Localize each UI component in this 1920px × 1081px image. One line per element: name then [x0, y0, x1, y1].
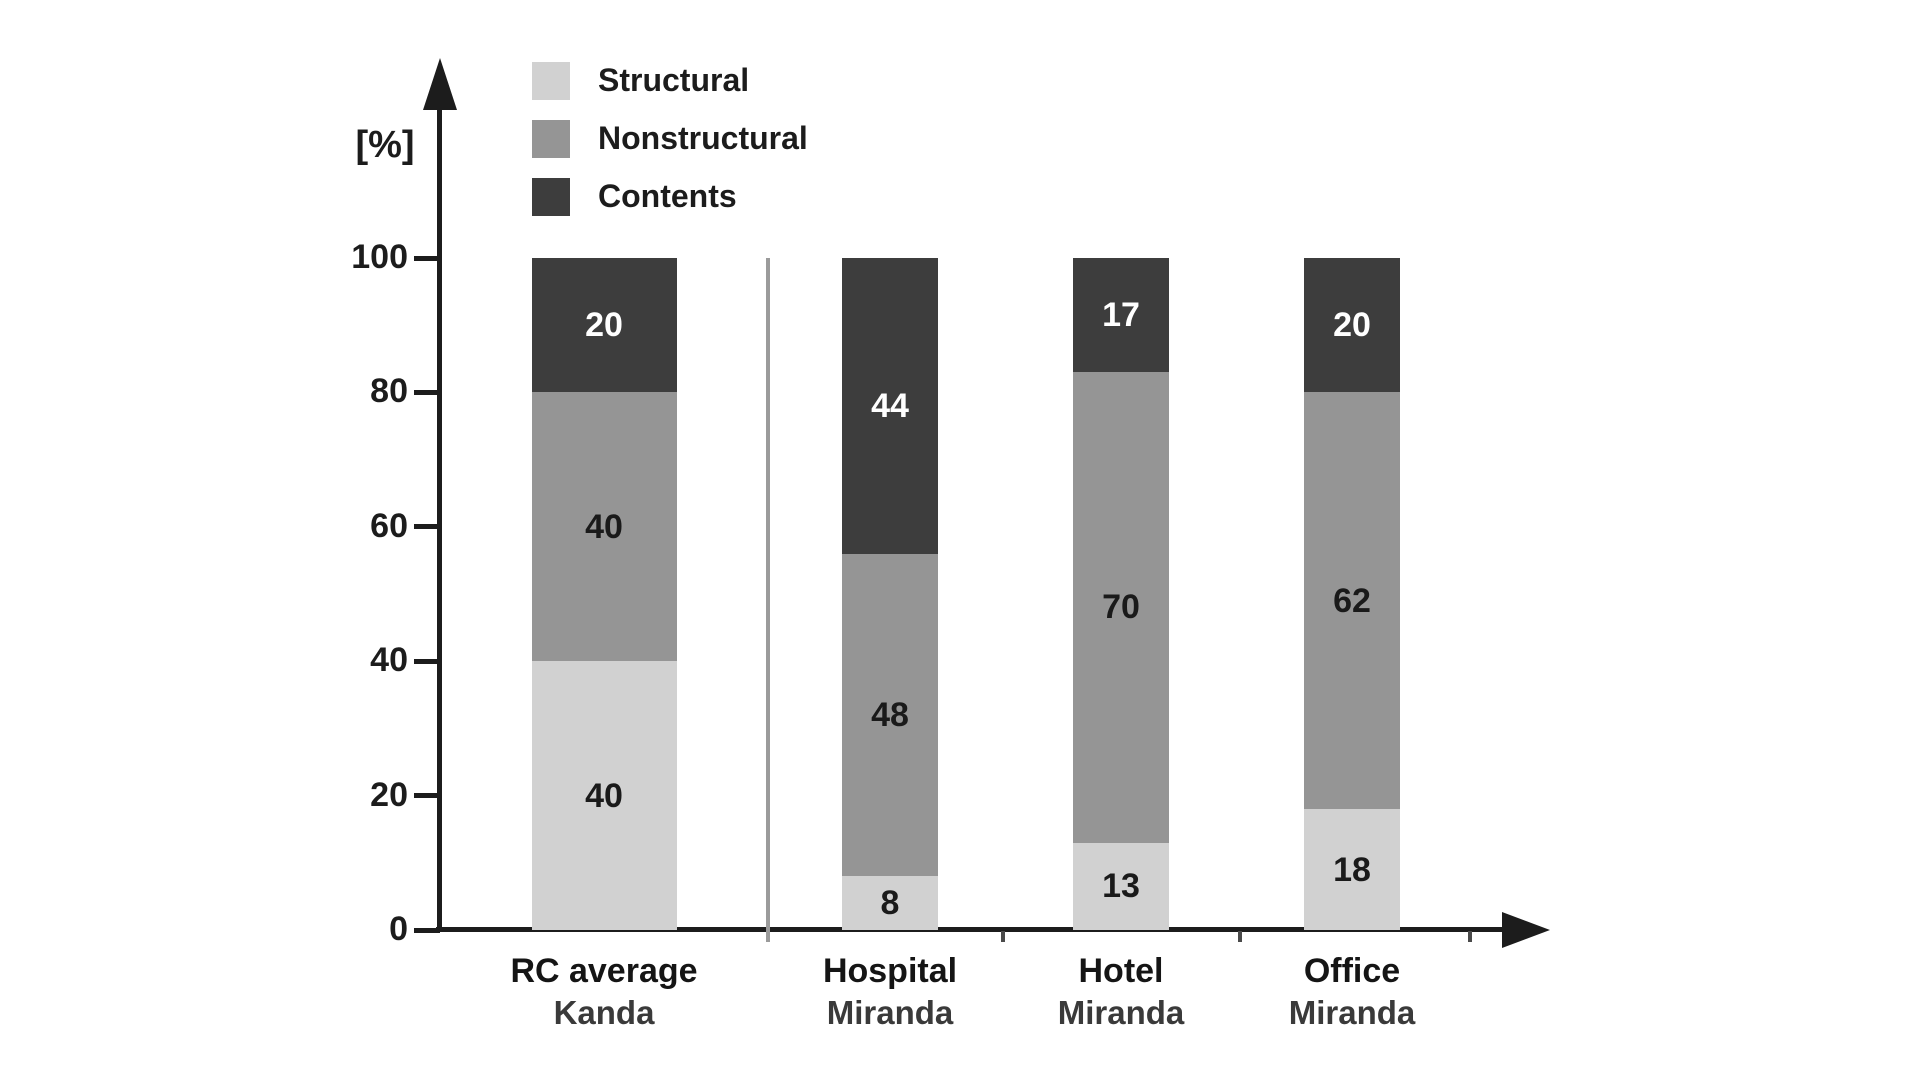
y-tick-mark — [414, 658, 440, 664]
bar-value-label: 62 — [1333, 581, 1371, 620]
category-label: RC average Kanda — [454, 950, 754, 1034]
y-tick-label: 100 — [351, 238, 408, 276]
category-label: Office Miranda — [1202, 950, 1502, 1034]
y-tick-mark — [414, 793, 440, 799]
y-tick-label: 80 — [370, 372, 408, 411]
bar-segment-nonstructural — [1304, 392, 1400, 810]
group-divider-line — [766, 258, 770, 942]
x-tick-mark — [1001, 931, 1005, 942]
category-name: Office — [1303, 952, 1401, 990]
x-tick-mark — [1238, 931, 1242, 942]
category-location: Miranda — [826, 994, 954, 1031]
category-location: Miranda — [1057, 994, 1185, 1031]
x-axis-arrow-icon — [1502, 912, 1550, 948]
legend-swatch-structural — [532, 62, 570, 100]
category-location: Kanda — [553, 994, 655, 1031]
bar-segment-contents — [1304, 258, 1400, 393]
bar-value-label: 20 — [1333, 306, 1371, 345]
bar-segment-structural — [531, 661, 677, 930]
x-axis — [436, 927, 1506, 932]
bar-value-label: 70 — [1102, 588, 1140, 627]
category-label: Hotel Miranda — [971, 950, 1271, 1034]
category-name: Hotel — [1078, 952, 1164, 990]
category-name: Hospital — [822, 952, 958, 990]
y-tick-mark — [414, 389, 440, 395]
category-name: RC average — [510, 952, 698, 990]
bar-value-label: 44 — [871, 386, 909, 425]
y-tick-label: 40 — [370, 641, 408, 680]
y-axis — [437, 74, 442, 932]
bar-segment-structural — [842, 876, 938, 930]
bar-segment-nonstructural — [1073, 372, 1169, 843]
legend-label-structural: Structural — [598, 62, 750, 98]
y-tick-mark — [414, 927, 440, 933]
bar-value-label: 8 — [880, 884, 900, 923]
category-location: Miranda — [1288, 994, 1416, 1031]
y-tick-label: 60 — [370, 506, 408, 545]
bar-segment-nonstructural — [842, 553, 938, 877]
legend-label-contents: Contents — [598, 178, 737, 214]
bar-segment-nonstructural — [531, 392, 677, 662]
bar-segment-contents — [842, 258, 938, 554]
bar-value-label: 20 — [585, 306, 623, 345]
bar-value-label: 40 — [585, 776, 623, 815]
bar-value-label: 17 — [1102, 296, 1140, 335]
legend-swatch-nonstructural — [532, 120, 570, 158]
y-tick-label: 20 — [370, 775, 408, 814]
bar-value-label: 13 — [1102, 867, 1140, 906]
y-axis-unit-label: [%] — [355, 124, 415, 166]
legend-label-nonstructural: Nonstructural — [598, 120, 808, 156]
y-tick-mark — [414, 524, 440, 530]
bar-segment-contents — [531, 258, 677, 393]
bar-value-label: 48 — [871, 695, 909, 734]
bar-segment-structural — [1304, 809, 1400, 930]
y-tick-label: 0 — [389, 910, 408, 948]
legend-swatch-contents — [532, 178, 570, 216]
bar-segment-contents — [1073, 258, 1169, 373]
category-label: Hospital Miranda — [740, 950, 1040, 1034]
bar-segment-structural — [1073, 842, 1169, 930]
y-tick-mark — [414, 255, 440, 261]
x-tick-mark — [1468, 931, 1472, 942]
y-axis-arrow-icon — [423, 58, 457, 110]
bar-value-label: 40 — [585, 507, 623, 546]
bar-value-label: 18 — [1333, 850, 1371, 889]
